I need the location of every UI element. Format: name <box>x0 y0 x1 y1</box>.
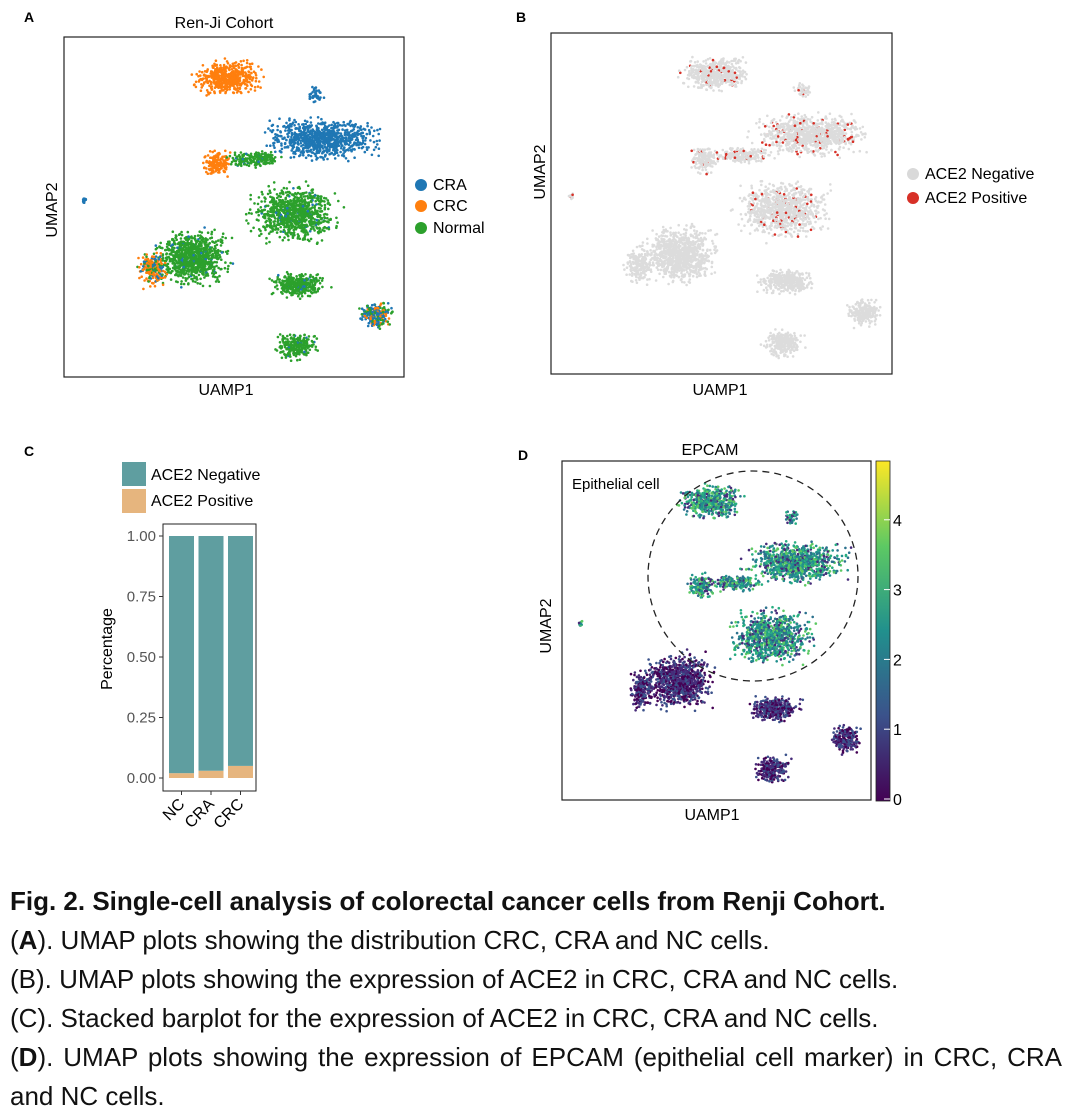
panel-a-legend: CRA CRC Normal <box>415 177 485 237</box>
caption-title: Fig. 2. Single-cell analysis of colorect… <box>10 882 1062 921</box>
legend-swatch-positive <box>122 489 146 513</box>
y-tick-label: 0.00 <box>127 770 156 787</box>
caption-b: (B). UMAP plots showing the expression o… <box>10 960 1062 999</box>
panel-d-scatter <box>578 482 862 783</box>
caption-d-text: ). UMAP plots showing the expression of … <box>10 1042 1062 1111</box>
bar-ace2-negative-crc <box>228 536 253 766</box>
panel-d-label: D <box>518 447 528 463</box>
figure-caption: Fig. 2. Single-cell analysis of colorect… <box>10 882 1062 1116</box>
bar-ace2-negative-cra <box>199 536 224 771</box>
panel-a-xlabel: UAMP1 <box>198 382 253 399</box>
epithelial-circle <box>648 471 858 681</box>
y-tick-label: 0.75 <box>127 589 156 606</box>
colorbar-tick-label: 1 <box>893 722 902 739</box>
legend-swatch-ace2-positive <box>907 192 919 204</box>
y-tick-label: 0.25 <box>127 710 156 727</box>
legend-swatch-cra <box>415 179 427 191</box>
panel-d-ylabel: UMAP2 <box>538 598 555 653</box>
bar-ace2-positive-cra <box>199 771 224 778</box>
legend-label-ace2-negative: ACE2 Negative <box>925 166 1034 183</box>
panel-a-ylabel: UMAP2 <box>44 182 61 237</box>
legend-label-negative: ACE2 Negative <box>151 467 260 484</box>
bar-ace2-positive-nc <box>169 773 194 778</box>
bar-ace2-negative-nc <box>169 536 194 773</box>
panel-a-title: Ren-Ji Cohort <box>175 15 274 32</box>
colorbar-tick-label: 3 <box>893 583 902 600</box>
panel-c-ylabel: Percentage <box>99 608 116 690</box>
panel-d-title: EPCAM <box>682 442 739 459</box>
legend-label-cra: CRA <box>433 177 467 194</box>
colorbar-tick-label: 2 <box>893 652 902 669</box>
y-tick-label: 1.00 <box>127 528 156 545</box>
legend-swatch-negative <box>122 462 146 486</box>
bar-ace2-positive-crc <box>228 766 253 778</box>
panel-c-label: C <box>24 443 34 459</box>
legend-swatch-normal <box>415 222 427 234</box>
panel-b-legend: ACE2 Negative ACE2 Positive <box>907 166 1034 207</box>
x-tick-label: CRA <box>182 796 218 832</box>
colorbar-tick-label: 4 <box>893 513 902 530</box>
legend-label-ace2-positive: ACE2 Positive <box>925 190 1027 207</box>
legend-label-crc: CRC <box>433 198 468 215</box>
caption-a-label: A <box>19 925 38 955</box>
panel-b-xlabel: UAMP1 <box>692 382 747 399</box>
epithelial-annotation: Epithelial cell <box>572 476 660 493</box>
caption-c: (C). Stacked barplot for the expression … <box>10 999 1062 1038</box>
panel-d-xlabel: UAMP1 <box>684 807 739 824</box>
x-tick-label: CRC <box>211 796 248 833</box>
caption-a-text: ). UMAP plots showing the distribution C… <box>37 925 769 955</box>
panel-b-scatter <box>568 56 882 360</box>
caption-a: (A). UMAP plots showing the distribution… <box>10 921 1062 960</box>
legend-label-normal: Normal <box>433 220 485 237</box>
panel-a-label: A <box>24 9 34 25</box>
caption-d-label: D <box>19 1042 38 1072</box>
panel-b-ylabel: UMAP2 <box>532 144 549 199</box>
legend-swatch-crc <box>415 200 427 212</box>
y-tick-label: 0.50 <box>127 649 156 666</box>
legend-label-positive: ACE2 Positive <box>151 493 253 510</box>
panel-b-label: B <box>516 9 526 25</box>
panel-c-legend: ACE2 Negative ACE2 Positive <box>122 462 260 513</box>
colorbar <box>876 461 890 801</box>
colorbar-tick-label: 0 <box>893 792 902 809</box>
panel-a-scatter <box>82 57 394 362</box>
legend-swatch-ace2-negative <box>907 168 919 180</box>
caption-d: (D). UMAP plots showing the expression o… <box>10 1038 1062 1116</box>
figure: A Ren-Ji Cohort UAMP1 UMAP2 CRA CRC Norm… <box>0 0 1080 870</box>
